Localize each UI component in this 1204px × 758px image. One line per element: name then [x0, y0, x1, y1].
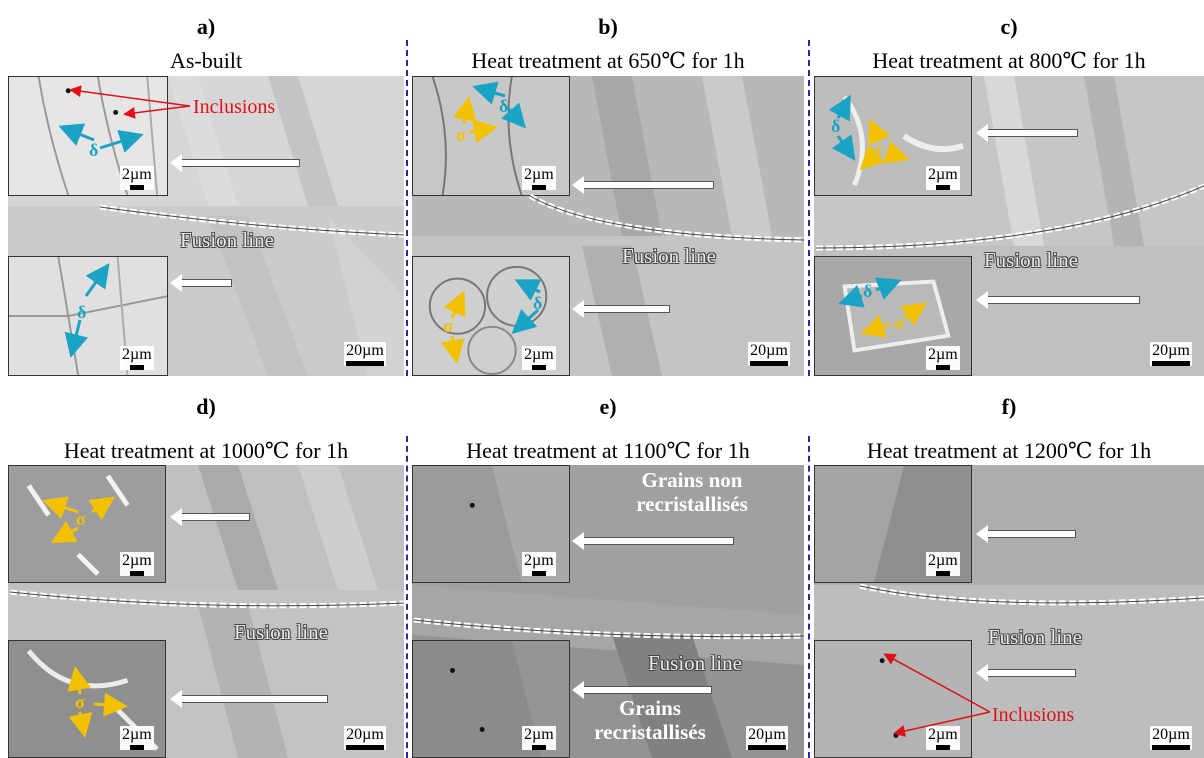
- panel-letter: d): [196, 394, 216, 419]
- scale-label: 2µm: [928, 726, 958, 743]
- white-arrow: [572, 532, 734, 550]
- scale-label: 2µm: [122, 346, 152, 363]
- scale-label: 20µm: [750, 342, 788, 359]
- micrograph-image: [8, 76, 404, 376]
- delta-symbol: δ: [89, 140, 99, 160]
- white-arrow: [976, 291, 1140, 309]
- white-arrow: [170, 690, 328, 708]
- scale-bar-large: 20µm: [344, 726, 386, 750]
- delta-symbol: δ: [77, 302, 87, 322]
- scale-bar-small: 2µm: [926, 166, 960, 190]
- scale-label: 2µm: [122, 166, 152, 183]
- white-arrow: [976, 664, 1076, 682]
- scale-label: 2µm: [524, 166, 554, 183]
- scale-label: 2µm: [928, 346, 958, 363]
- panel-b: b) Heat treatment at 650℃ for 1h: [412, 0, 804, 378]
- fusion-line-label: Fusion line: [988, 625, 1082, 649]
- micrograph-image: [412, 76, 804, 376]
- scale-label: 20µm: [1152, 342, 1190, 359]
- fusion-line-label: Fusion line: [622, 244, 716, 268]
- micrograph-image: [8, 465, 404, 758]
- panel-divider: [406, 40, 408, 376]
- panel-f: f) Heat treatment at 1200℃ for 1h: [814, 380, 1204, 758]
- sigma-symbol: σ: [872, 140, 882, 160]
- scale-label: 2µm: [524, 552, 554, 569]
- scale-bar-small: 2µm: [522, 552, 556, 576]
- scale-bar-small: 2µm: [522, 726, 556, 750]
- scale-bar-small: 2µm: [120, 552, 154, 576]
- scale-bar-small: 2µm: [120, 346, 154, 370]
- scale-bar-large: 20µm: [1150, 726, 1192, 750]
- panel-divider: [406, 436, 408, 758]
- white-arrow: [572, 176, 714, 194]
- panel-title: Heat treatment at 800℃ for 1h: [872, 48, 1146, 73]
- scale-bar-small: 2µm: [522, 346, 556, 370]
- scale-bar-small: 2µm: [120, 166, 154, 190]
- inclusions-label: Inclusions: [992, 704, 1075, 726]
- scale-bar-large: 20µm: [748, 342, 790, 366]
- scale-label: 20µm: [346, 726, 384, 743]
- sigma-symbol: σ: [456, 125, 466, 145]
- scale-label: 2µm: [928, 552, 958, 569]
- panel-letter: f): [1001, 394, 1017, 419]
- fusion-line-label: Fusion line: [984, 248, 1078, 272]
- scale-label: 2µm: [524, 726, 554, 743]
- scale-bar-small: 2µm: [926, 346, 960, 370]
- panel-letter: b): [598, 14, 618, 39]
- scale-bar-large: 20µm: [344, 342, 386, 366]
- white-arrow: [170, 154, 300, 172]
- white-arrow: [976, 525, 1076, 543]
- delta-symbol: δ: [863, 281, 873, 301]
- sigma-symbol: σ: [76, 509, 86, 529]
- white-arrow: [976, 124, 1078, 142]
- sigma-symbol: σ: [894, 313, 904, 333]
- white-arrow: [572, 681, 712, 699]
- scale-label: 2µm: [122, 726, 152, 743]
- micrograph-image: [814, 76, 1204, 376]
- panel-title: Heat treatment at 650℃ for 1h: [471, 48, 745, 73]
- panel-title: As-built: [169, 48, 243, 73]
- scale-bar-small: 2µm: [926, 726, 960, 750]
- scale-bar-small: 2µm: [926, 552, 960, 576]
- panel-divider: [808, 40, 810, 376]
- fusion-line-label: Fusion line: [180, 228, 274, 252]
- scale-bar-large: 20µm: [1150, 342, 1192, 366]
- white-arrow: [170, 508, 250, 526]
- sigma-symbol: σ: [443, 316, 453, 336]
- white-arrow: [170, 274, 232, 292]
- panel-title: Heat treatment at 1200℃ for 1h: [866, 438, 1152, 463]
- scale-bar-large: 20µm: [746, 726, 788, 750]
- panel-letter: c): [1000, 14, 1018, 39]
- scale-bar-small: 2µm: [120, 726, 154, 750]
- scale-label: 2µm: [524, 346, 554, 363]
- scale-label: 20µm: [346, 342, 384, 359]
- panel-title: Heat treatment at 1100℃ for 1h: [466, 438, 750, 463]
- white-arrow: [572, 300, 670, 318]
- delta-symbol: δ: [499, 96, 509, 116]
- panel-a: a) As-built: [8, 0, 404, 378]
- delta-symbol: δ: [533, 293, 543, 313]
- scale-label: 2µm: [122, 552, 152, 569]
- scale-label: 20µm: [748, 726, 786, 743]
- scale-bar-small: 2µm: [522, 166, 556, 190]
- sigma-symbol: σ: [75, 692, 85, 712]
- panel-divider: [808, 436, 810, 758]
- fusion-line-label: Fusion line: [648, 651, 742, 675]
- scale-label: 2µm: [928, 166, 958, 183]
- scale-label: 20µm: [1152, 726, 1190, 743]
- panel-letter: e): [599, 394, 617, 419]
- recrystallized-grains-label: Grains recristallisés: [594, 696, 706, 744]
- non-recrystallized-grains-label: Grains non recristallisés: [636, 468, 748, 516]
- inclusions-label: Inclusions: [193, 96, 276, 118]
- fusion-line-label: Fusion line: [234, 620, 328, 644]
- delta-symbol: δ: [831, 116, 841, 136]
- panel-c: c) Heat treatment at 800℃ for 1h: [814, 0, 1204, 378]
- panel-letter: a): [196, 14, 216, 39]
- panel-title: Heat treatment at 1000℃ for 1h: [63, 438, 349, 463]
